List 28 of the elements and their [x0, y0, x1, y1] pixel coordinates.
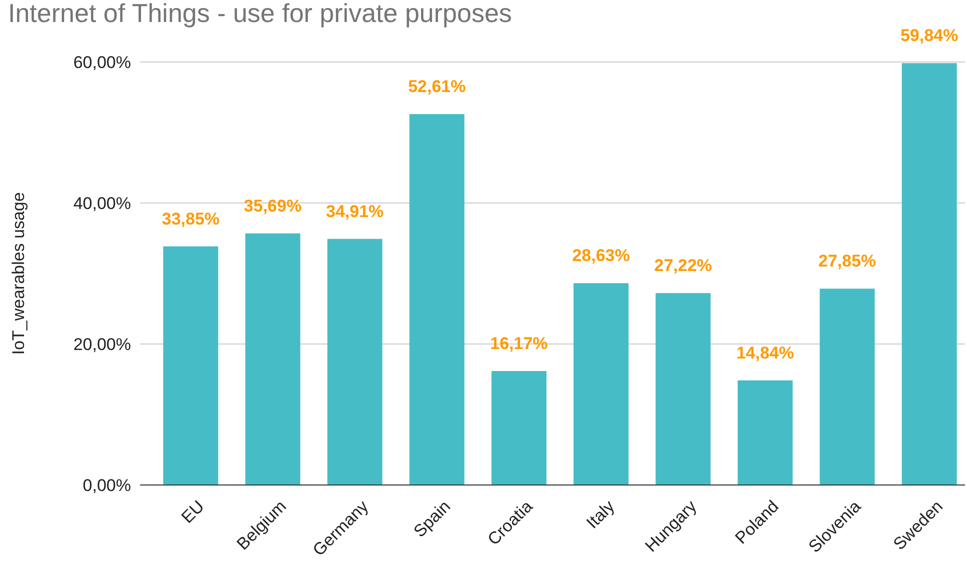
x-tick-label: EU [178, 496, 208, 527]
bar [163, 246, 218, 485]
data-label: 27,22% [654, 256, 712, 276]
bar [574, 283, 629, 485]
y-axis-title: IoT_wearables usage [9, 192, 28, 355]
y-tick-label: 40,00% [73, 194, 131, 213]
data-label: 33,85% [162, 209, 220, 228]
chart-title: Internet of Things - use for private purposes [8, 0, 512, 28]
data-label: 52,61% [408, 77, 466, 96]
data-label: 34,91% [326, 202, 384, 221]
y-tick-label: 0,00% [82, 476, 131, 495]
bar [738, 380, 793, 485]
bar [327, 238, 382, 485]
data-label: 35,69% [244, 196, 302, 216]
bar [409, 114, 464, 485]
bar [902, 63, 957, 485]
data-label: 27,85% [818, 252, 876, 271]
y-tick-label: 60,00% [73, 52, 131, 72]
bar [656, 293, 711, 485]
data-label: 59,84% [900, 26, 958, 46]
data-label: 16,17% [490, 334, 548, 353]
y-tick-label: 20,00% [73, 334, 131, 354]
data-label: 14,84% [736, 343, 794, 362]
bar [820, 288, 875, 485]
x-tick-label: Italy [582, 496, 619, 532]
bar [245, 233, 300, 485]
data-label: 28,63% [572, 246, 630, 266]
bar [491, 371, 546, 485]
